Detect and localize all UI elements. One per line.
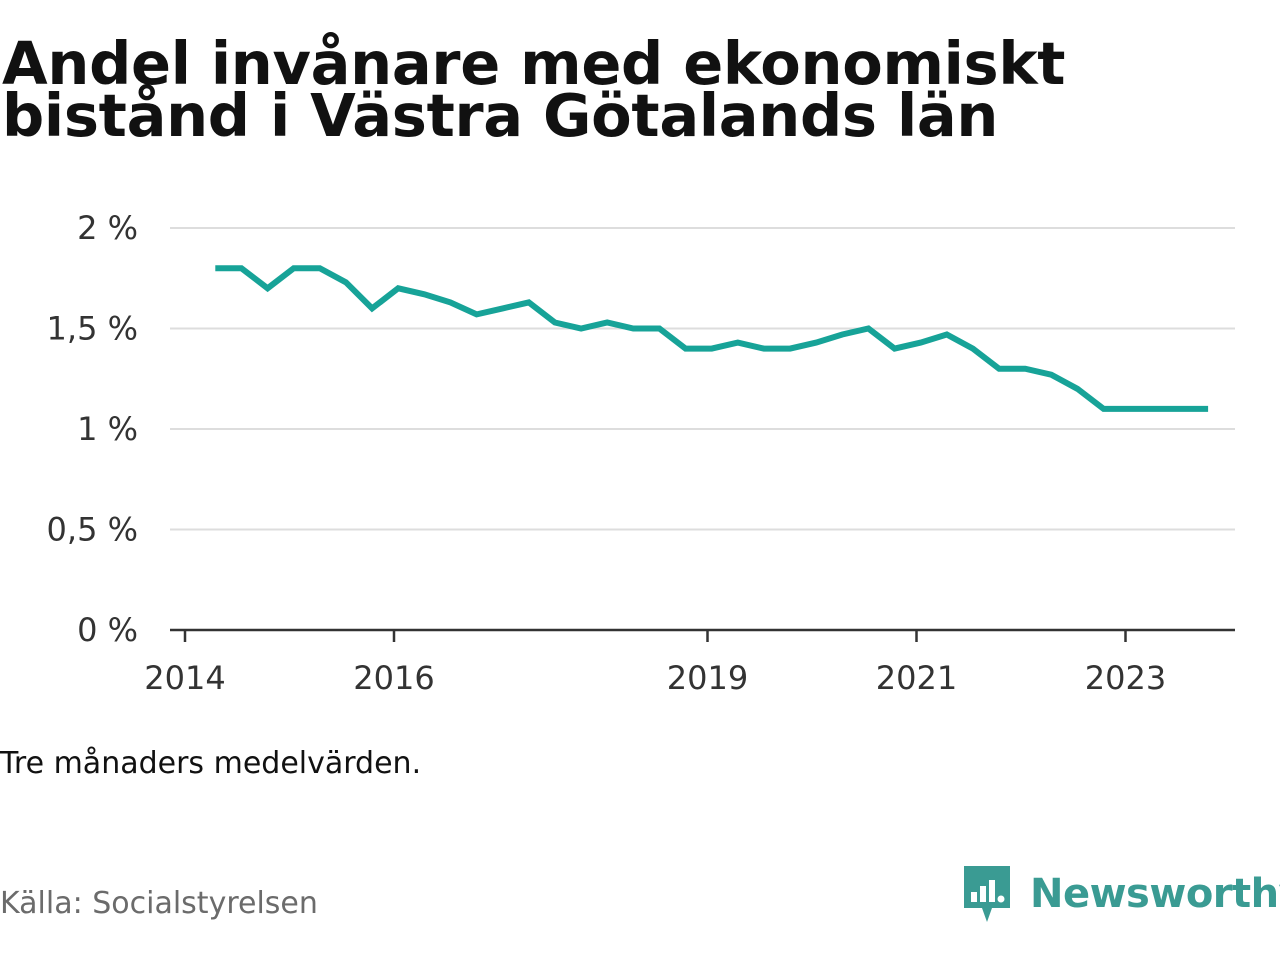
y-tick-label: 0,5 %	[47, 511, 138, 549]
brand-logo: Newsworthy	[962, 862, 1280, 926]
newsworthy-logo-icon	[964, 866, 1010, 922]
line-chart: 0 % 0,5 % 1 % 1,5 % 2 % 2014 2016 2019 2021 2023	[47, 209, 1235, 697]
y-tick-label: 2 %	[77, 209, 138, 247]
source-credit: Källa: Socialstyrelsen	[0, 886, 318, 921]
chart-title: Andel invånare med ekonomiskt bistånd i …	[2, 29, 1272, 150]
chart-title-line-2: bistånd i Västra Götalands län	[2, 81, 999, 150]
y-tick-label: 1,5 %	[47, 310, 138, 348]
y-tick-label: 0 %	[77, 611, 138, 649]
brand-name: Newsworthy	[1030, 871, 1280, 917]
x-tick-label: 2023	[1085, 659, 1166, 697]
chart-title-line-1: Andel invånare med ekonomiskt	[2, 29, 1066, 98]
x-tick-label: 2014	[144, 659, 225, 697]
x-tick-label: 2019	[667, 659, 748, 697]
y-tick-label: 1 %	[77, 410, 138, 448]
x-tick-label: 2021	[876, 659, 957, 697]
series-line-0	[215, 265, 1209, 412]
chart-note: Tre månaders medelvärden.	[0, 746, 422, 781]
x-tick-label: 2016	[353, 659, 434, 697]
